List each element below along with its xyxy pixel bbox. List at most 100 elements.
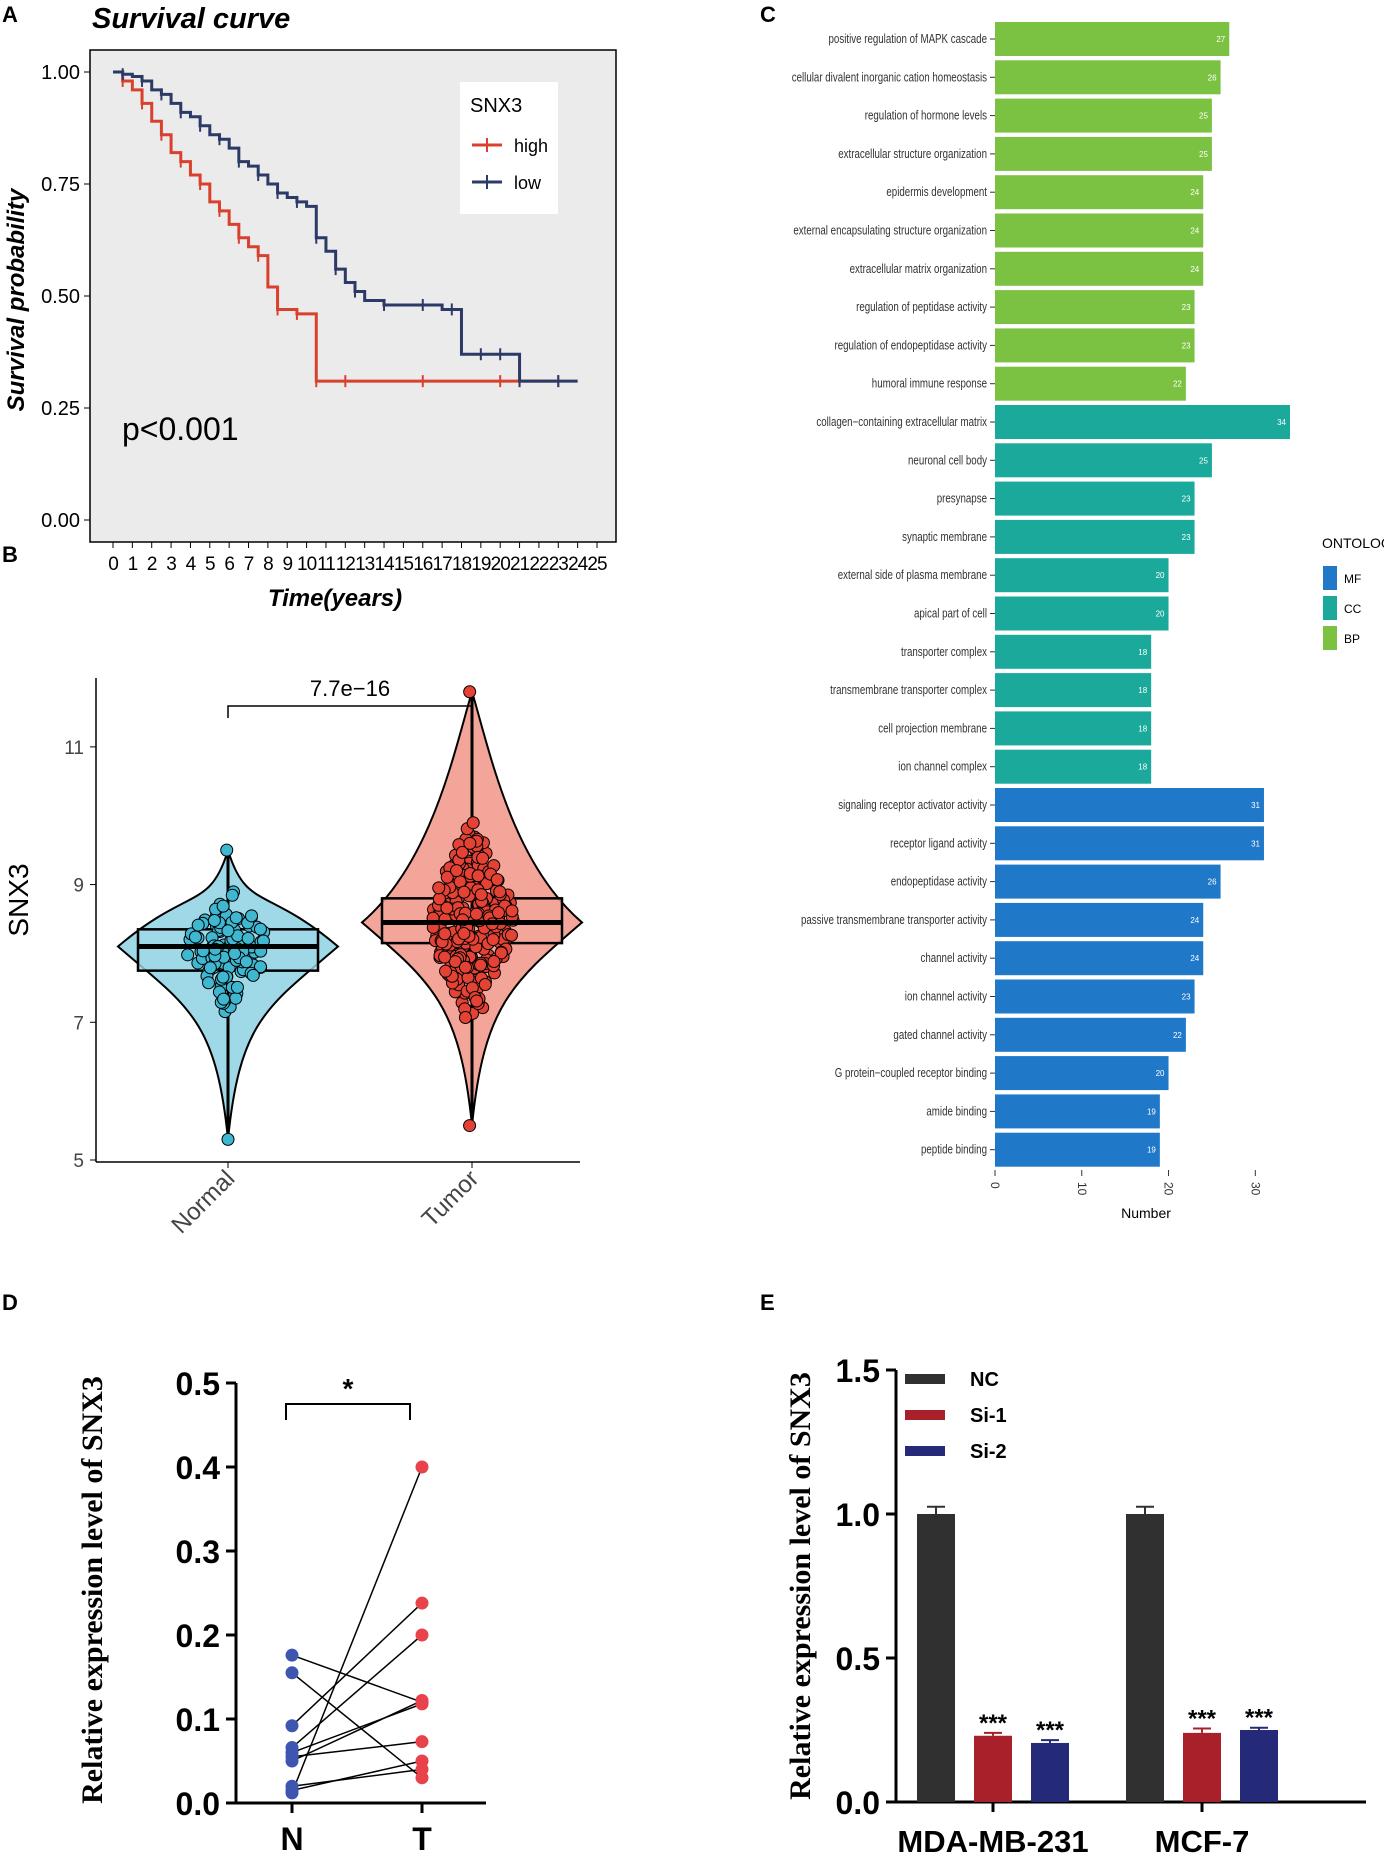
go-category-label: external encapsulating structure organiz…: [793, 224, 987, 237]
legend-entry-high: high: [514, 136, 548, 156]
survival-x-tick-label: 1: [128, 554, 138, 575]
violin-y-tick-label: 5: [73, 1151, 84, 1172]
go-category-label: peptide binding: [921, 1144, 987, 1157]
go-bar-value: 31: [1251, 801, 1260, 810]
survival-x-tick-label: 21: [510, 554, 530, 575]
sirna-legend-swatch: [905, 1410, 945, 1420]
survival-x-tick-label: 12: [336, 554, 356, 575]
go-bar-value: 18: [1138, 686, 1147, 695]
go-legend-swatch-bp: [1323, 626, 1337, 650]
go-bar-value: 23: [1182, 993, 1191, 1002]
violin-point-normal: [239, 955, 253, 969]
violin-point-tumor: [458, 1010, 472, 1024]
go-bar-value: 18: [1138, 763, 1147, 772]
go-bar-value: 20: [1156, 610, 1165, 619]
go-bar-value: 26: [1208, 73, 1217, 82]
survival-pvalue: p<0.001: [122, 411, 239, 447]
violin-point-normal: [216, 899, 230, 913]
violin-panel: SNX3 5 7 9 11 Normal Tumor 7.7e−16: [3, 676, 584, 1239]
panel-label-e: E: [760, 1290, 775, 1315]
violin-point-normal: [241, 931, 255, 945]
sirna-significance: ***: [1036, 1717, 1065, 1744]
survival-x-tick-label: 20: [491, 554, 511, 575]
go-legend: ONTOLOGY MF CC BP: [1322, 535, 1384, 650]
violin-point-tumor: [432, 881, 446, 895]
violin-point-normal: [207, 913, 221, 927]
paired-line: [291, 1740, 423, 1758]
go-bar-value: 23: [1182, 533, 1191, 542]
sirna-significance: ***: [1188, 1706, 1217, 1733]
go-category-label: cellular divalent inorganic cation homeo…: [792, 71, 988, 84]
go-category-label: ion channel complex: [898, 761, 987, 774]
sirna-bar-si-2: [1240, 1730, 1278, 1802]
go-legend-bp: BP: [1344, 632, 1360, 646]
sirna-legend: NC Si-1 Si-2: [905, 1369, 1007, 1463]
violin-point-tumor: [491, 906, 505, 920]
violin-point-tumor: [463, 836, 477, 850]
paired-point-t: [415, 1735, 429, 1749]
survival-x-tick-label: 8: [263, 554, 273, 575]
go-category-label: extracellular structure organization: [838, 148, 987, 161]
violin-point-tumor: [474, 888, 488, 902]
violin-point-tumor: [457, 927, 471, 941]
survival-xlabel: Time(years): [268, 585, 402, 612]
go-xlabel: Number: [1121, 1205, 1171, 1221]
paired-point-t: [415, 1754, 429, 1768]
go-bar-value: 18: [1138, 724, 1147, 733]
go-bar-value: 31: [1251, 839, 1260, 848]
go-bar-value: 25: [1199, 112, 1208, 121]
paired-x-tick-label: N: [280, 1821, 303, 1857]
survival-legend: SNX3 high low: [460, 82, 558, 214]
violin-y-tick-label: 11: [64, 738, 84, 759]
panel-label-a: A: [2, 2, 18, 27]
survival-x-tick-label: 0: [108, 554, 118, 575]
go-bar-value: 23: [1182, 495, 1191, 504]
violin-point-normal: [221, 924, 235, 938]
go-category-label: channel activity: [920, 952, 987, 965]
violin-point-tumor: [476, 851, 490, 865]
go-category-label: epidermis development: [886, 186, 987, 199]
violin-point-tumor: [463, 685, 477, 699]
go-bar: [995, 251, 1204, 286]
go-category-label: gated channel activity: [893, 1029, 987, 1042]
go-category-label: presynapse: [937, 493, 987, 506]
go-category-label: transporter complex: [901, 646, 987, 659]
survival-y-tick-label: 0.25: [41, 398, 80, 420]
legend-box: [460, 82, 558, 214]
sirna-y-tick-label: 1.5: [836, 1353, 880, 1389]
paired-point-t: [415, 1628, 429, 1642]
go-bar-value: 23: [1182, 341, 1191, 350]
violin-x-tick-label: Tumor: [417, 1165, 484, 1232]
paired-line: [291, 1466, 423, 1794]
panel-label-d: D: [2, 1290, 18, 1315]
sirna-legend-label: NC: [970, 1369, 999, 1391]
paired-y-tick-label: 0.4: [176, 1450, 221, 1486]
go-bar: [995, 1094, 1160, 1129]
violin-point-tumor: [466, 816, 480, 830]
go-bar: [995, 405, 1290, 439]
violin-point-tumor: [440, 901, 454, 915]
go-bar-value: 22: [1173, 1031, 1182, 1040]
go-bar: [995, 673, 1152, 708]
survival-y-tick-label: 1.00: [41, 62, 80, 84]
go-bar: [995, 979, 1195, 1014]
go-legend-swatch-mf: [1323, 566, 1337, 590]
survival-x-tick-label: 19: [471, 554, 491, 575]
violin-point-tumor: [450, 864, 464, 878]
sirna-bar-si-2: [1031, 1742, 1069, 1802]
violin-point-tumor: [432, 892, 446, 906]
go-bar: [995, 826, 1264, 861]
go-bar-value: 26: [1208, 878, 1217, 887]
violin-point-normal: [253, 960, 267, 974]
violin-point-normal: [203, 961, 217, 975]
violin-point-tumor: [463, 1119, 477, 1133]
go-category-label: regulation of peptidase activity: [856, 301, 987, 314]
survival-x-tick-label: 23: [549, 554, 569, 575]
go-bar-value: 19: [1147, 1146, 1156, 1155]
violin-point-normal: [181, 948, 195, 962]
go-category-label: G protein−coupled receptor binding: [835, 1067, 987, 1080]
violin-point-tumor: [493, 885, 507, 899]
go-category-label: signaling receptor activator activity: [838, 799, 987, 812]
violin-point-normal: [246, 968, 260, 982]
